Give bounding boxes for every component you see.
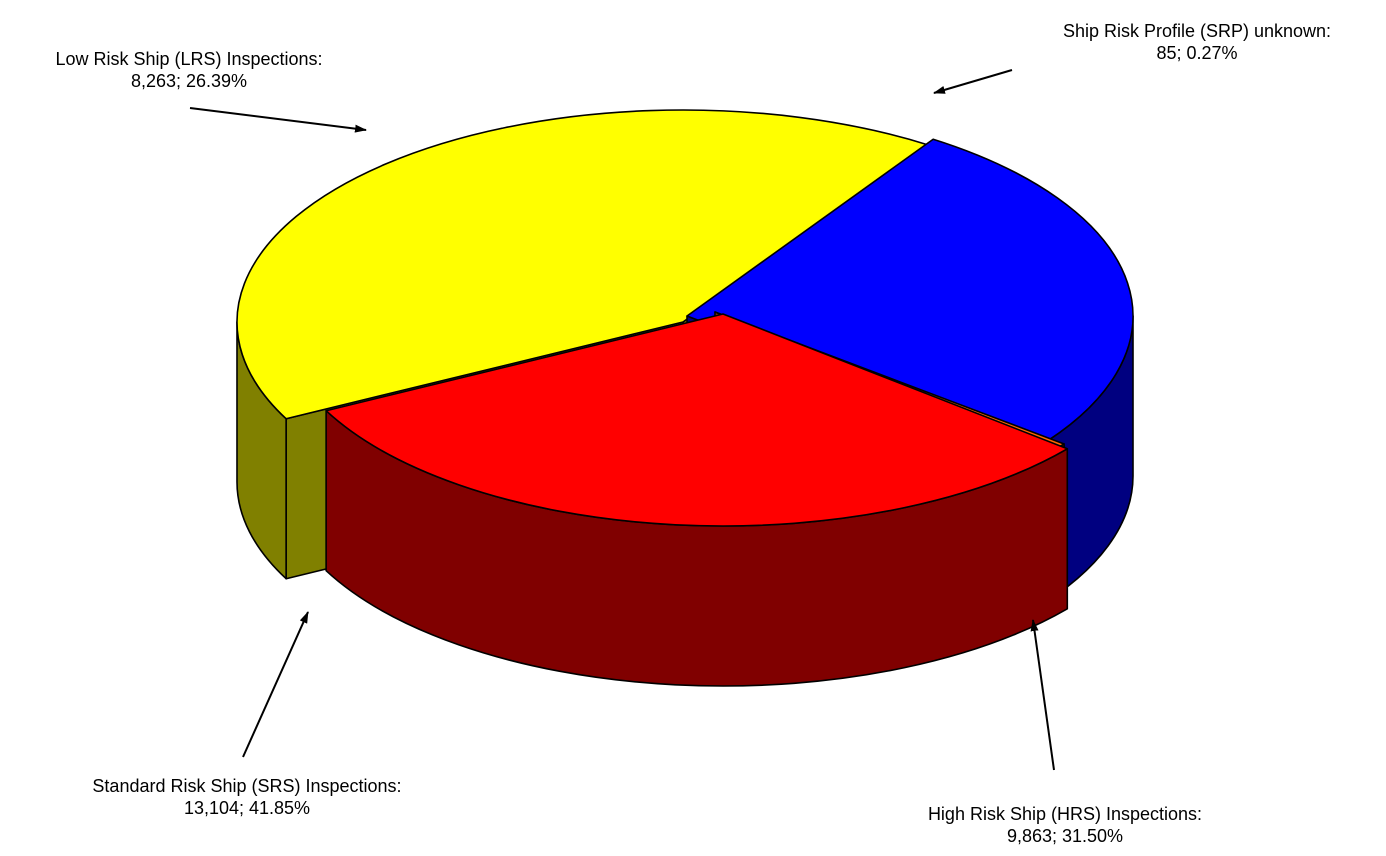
slice-hrs: [325, 313, 1069, 687]
slice-label-srp-name: Ship Risk Profile (SRP) unknown:: [1062, 21, 1332, 41]
slice-label-srs-value: 13,104; 41.85%: [183, 798, 311, 818]
leader-line-srs: [242, 611, 309, 758]
leader-line-lrs: [189, 107, 367, 133]
slice-label-hrs: High Risk Ship (HRS) Inspections: 9,863;…: [870, 803, 1260, 847]
slice-lrs-top: [686, 138, 1134, 449]
slice-label-hrs-value: 9,863; 31.50%: [1006, 826, 1124, 846]
slice-srs-top: [236, 109, 930, 420]
slice-label-lrs-value: 8,263; 26.39%: [130, 71, 248, 91]
slice-label-srs: Standard Risk Ship (SRS) Inspections: 13…: [38, 775, 456, 819]
leader-line-srp: [933, 69, 1013, 94]
leader-line-hrs: [1030, 619, 1055, 771]
pie-slices: [236, 109, 1134, 687]
slice-label-srp-value: 85; 0.27%: [1156, 43, 1238, 63]
slice-label-srp: Ship Risk Profile (SRP) unknown: 85; 0.2…: [1016, 20, 1378, 64]
slice-label-lrs-name: Low Risk Ship (LRS) Inspections:: [55, 49, 323, 69]
slice-label-srs-name: Standard Risk Ship (SRS) Inspections:: [92, 776, 402, 796]
slice-label-lrs: Low Risk Ship (LRS) Inspections: 8,263; …: [8, 48, 370, 92]
slice-label-hrs-name: High Risk Ship (HRS) Inspections:: [927, 804, 1203, 824]
slice-hrs-top: [325, 313, 1069, 527]
leader-lines: [189, 69, 1055, 771]
